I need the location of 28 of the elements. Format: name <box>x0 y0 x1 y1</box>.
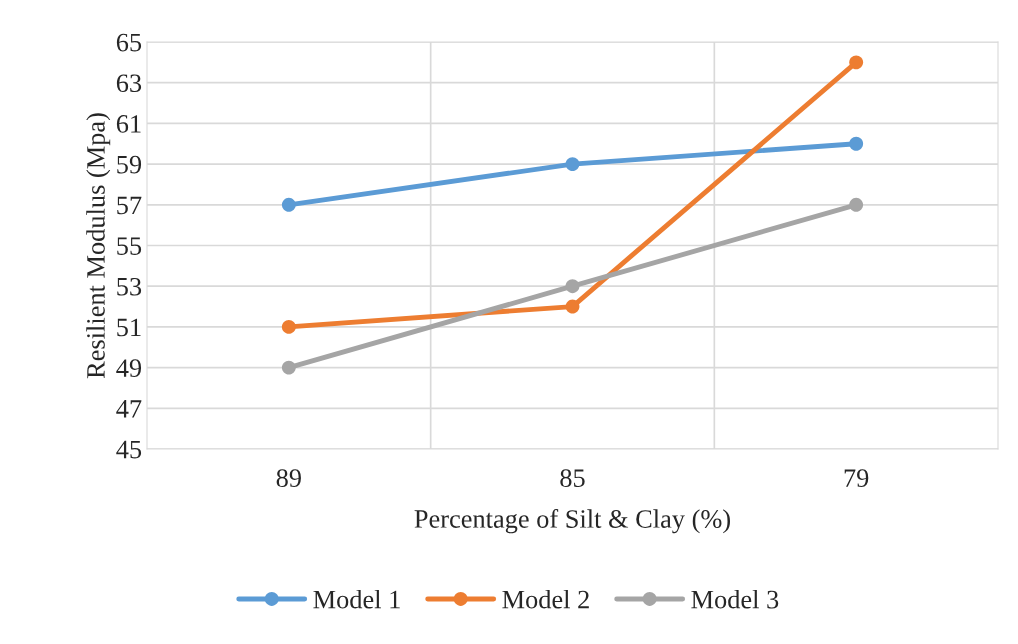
point <box>565 157 580 172</box>
y-tick-label: 47 <box>116 400 142 418</box>
legend-label: Model 1 <box>313 589 400 609</box>
y-tick-label: 55 <box>117 237 142 255</box>
y-tick-label: 49 <box>116 359 142 378</box>
point <box>849 136 864 151</box>
point <box>281 360 296 375</box>
point <box>565 299 580 314</box>
y-tick-label: 61 <box>116 115 141 133</box>
point <box>281 319 296 334</box>
y-tick-label: 53 <box>117 277 142 296</box>
y-axis-title: Resilient Modulus (Mpa) <box>86 113 111 379</box>
y-tick-label: 59 <box>117 155 142 174</box>
x-axis-title: Percentage of Silt & Clay (%) <box>414 509 730 534</box>
x-tick-label: 79 <box>844 469 869 488</box>
y-tick-label: 45 <box>116 440 142 459</box>
y-tick-label: 51 <box>117 318 141 337</box>
point <box>849 55 864 70</box>
legend-label: Model 2 <box>502 589 589 609</box>
point <box>849 197 864 212</box>
x-tick-label: 85 <box>560 469 585 488</box>
y-tick-label: 63 <box>116 74 142 93</box>
y-tick-label: 57 <box>117 196 142 215</box>
x-tick-label: 89 <box>276 469 301 488</box>
point <box>565 279 580 294</box>
legend-label: Model 3 <box>691 589 779 609</box>
point <box>281 197 296 212</box>
y-tick-label: 65 <box>116 33 142 52</box>
